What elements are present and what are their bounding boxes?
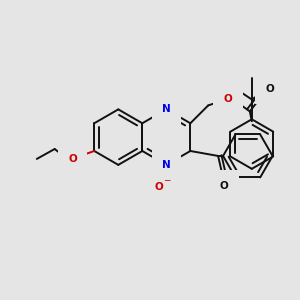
Text: −: − — [163, 175, 170, 184]
Text: N: N — [162, 104, 171, 114]
Text: O: O — [154, 182, 163, 192]
Text: N: N — [162, 160, 171, 170]
Text: O: O — [265, 84, 274, 94]
Text: O: O — [220, 181, 228, 191]
Text: O: O — [68, 154, 77, 164]
Text: O: O — [224, 94, 232, 104]
